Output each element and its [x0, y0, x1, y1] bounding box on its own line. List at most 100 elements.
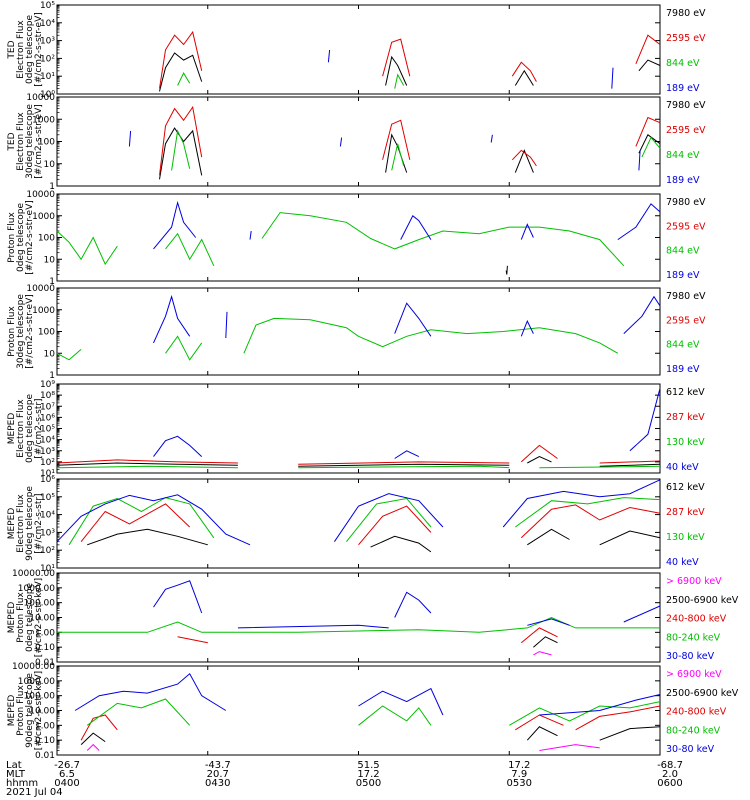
- ytick-label: 1: [49, 371, 55, 381]
- series-240-800-kev: [80, 705, 661, 741]
- ytick-label: 0.01: [35, 751, 55, 761]
- series-line: [515, 497, 661, 528]
- series-189-ev: [128, 130, 641, 171]
- legend-label: 189 eV: [666, 364, 700, 375]
- xtick-label-lat: -43.7: [205, 760, 231, 771]
- legend-label: 612 keV: [666, 387, 705, 398]
- series-40-kev: [153, 388, 661, 459]
- series-line: [80, 714, 118, 741]
- xaxis-row-label-lat: Lat: [6, 760, 22, 771]
- xtick-label-lat: -68.7: [657, 760, 683, 771]
- series-line: [385, 55, 408, 86]
- series-30-80-kev: [153, 580, 661, 629]
- series-7980-ev: [159, 127, 661, 180]
- legend-label: 189 eV: [666, 83, 700, 94]
- series-line: [327, 49, 331, 63]
- ytick-label: 10⁶: [40, 413, 55, 423]
- series-80-240-kev: [57, 616, 660, 633]
- legend-label: 2500-6900 keV: [666, 688, 739, 699]
- series-line: [527, 618, 570, 626]
- legend-label: 2595 eV: [666, 125, 706, 136]
- series-line: [165, 232, 215, 267]
- series-line: [641, 136, 661, 158]
- ylabel-line: 0deg telescope: [25, 394, 35, 464]
- panel-frame: [56, 287, 661, 376]
- ytick-label: 100.00: [24, 692, 56, 702]
- series--6900-kev: [533, 651, 552, 656]
- ylabel-line: 30deg telescope: [16, 294, 26, 369]
- ytick-label: 10⁵: [40, 1, 55, 11]
- legend-label: 30-80 keV: [666, 651, 715, 662]
- series-line: [394, 450, 420, 459]
- series-line: [159, 30, 203, 89]
- series-2500-6900-kev: [80, 726, 661, 745]
- ytick-label: 1000: [32, 115, 55, 125]
- ytick-label: 10000.00: [12, 662, 55, 672]
- series-line: [514, 69, 534, 86]
- series-line: [57, 616, 660, 633]
- ylabel-line: Electron Flux: [16, 494, 26, 553]
- series-line: [394, 73, 405, 89]
- ylabel-line: [#/cm2-s-str-eV]: [34, 104, 44, 179]
- panel-1: 10⁰ 10¹ 10² 10³ 10⁴ 10⁵ TED Electron Flux 0deg t…: [7, 1, 706, 100]
- xtick-label-lat: -26.7: [54, 760, 80, 771]
- ylabel-line: Proton Flux: [7, 212, 17, 263]
- series-40-kev: [56, 479, 661, 546]
- ytick-label: 10³: [40, 528, 55, 538]
- series-line: [505, 265, 508, 275]
- series-844-ev: [177, 72, 405, 89]
- series-line: [511, 61, 537, 82]
- ylabel-line: 90deg telescope: [25, 673, 35, 748]
- legend-label: 287 keV: [666, 412, 705, 423]
- series-line: [159, 105, 203, 176]
- ytick-label: 10⁶: [40, 475, 55, 485]
- series-line: [237, 624, 389, 629]
- series-line: [177, 636, 208, 644]
- series-line: [599, 460, 661, 464]
- series-612-kev: [56, 456, 661, 467]
- ylabel-line: Electron Flux: [16, 20, 26, 79]
- ytick-label: 10²: [40, 546, 55, 556]
- ytick-label: 10³: [40, 447, 55, 457]
- ylabel-line: Proton Flux: [16, 685, 26, 736]
- ylabel-line: [#/cm2-s-str-keV]: [34, 671, 44, 750]
- xtick-label-lat: 51.5: [357, 760, 379, 771]
- series-844-ev: [56, 212, 625, 267]
- ytick-label: 10.00: [29, 614, 55, 624]
- series-line: [153, 580, 203, 614]
- series-line: [514, 149, 534, 173]
- legend-label: 7980 eV: [666, 197, 706, 208]
- series-line: [382, 119, 411, 160]
- series-line: [638, 59, 661, 72]
- ylabel-line: 0deg telescope: [16, 203, 26, 273]
- ylabel-line: Proton Flux: [16, 592, 26, 643]
- ytick-label: 1.00: [35, 628, 55, 638]
- series-line: [370, 535, 432, 553]
- ytick-label: 10⁵: [40, 425, 55, 435]
- ytick-label: 10000: [26, 284, 55, 294]
- series-line: [56, 494, 251, 546]
- ytick-label: 100: [38, 234, 55, 244]
- legend-label: 240-800 keV: [666, 614, 727, 625]
- series-line: [80, 732, 106, 745]
- series-line: [520, 444, 558, 463]
- ylabel-line: [#/cm2-s-str-eV]: [34, 12, 44, 87]
- panel-2: 1 10 100 1000 10000 TED Electron Flux 30deg tel…: [7, 93, 706, 192]
- series-line: [533, 651, 552, 656]
- ylabel-line: MEPED: [7, 413, 17, 445]
- series-line: [56, 462, 238, 466]
- ytick-label: 10⁴: [40, 436, 55, 446]
- ytick-label: 1000: [32, 306, 55, 316]
- ytick-label: 10⁸: [40, 391, 55, 401]
- ytick-label: 0.01: [35, 658, 55, 668]
- series-line: [171, 129, 191, 171]
- series-2595-ev: [159, 105, 661, 176]
- ytick-label: 10⁷: [40, 402, 55, 412]
- series-line: [638, 134, 661, 154]
- series-line: [635, 34, 661, 64]
- series-line: [509, 701, 661, 726]
- legend-label: 2500-6900 keV: [666, 595, 739, 606]
- ytick-label: 100: [38, 138, 55, 148]
- ylabel-line: 90deg telescope: [25, 486, 35, 561]
